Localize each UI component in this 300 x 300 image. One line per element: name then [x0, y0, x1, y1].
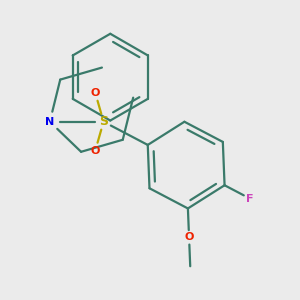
Text: N: N: [45, 117, 54, 127]
Text: O: O: [91, 88, 100, 98]
Text: O: O: [91, 146, 100, 156]
Text: F: F: [246, 194, 254, 204]
Text: S: S: [99, 115, 108, 128]
Text: O: O: [184, 232, 194, 242]
